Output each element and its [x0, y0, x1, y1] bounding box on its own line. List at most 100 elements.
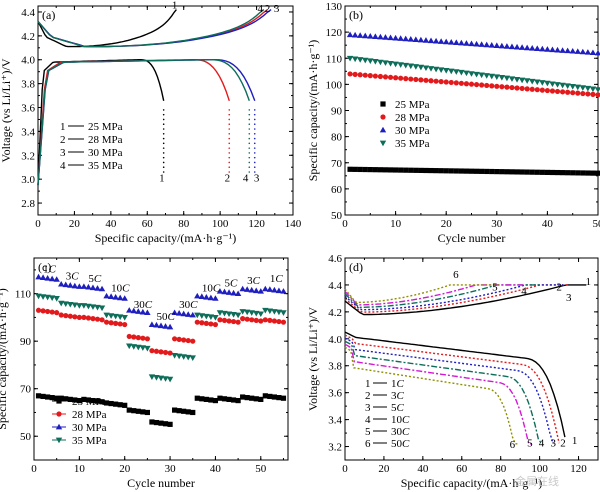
data-point	[113, 320, 119, 326]
data-point	[103, 400, 110, 406]
data-point	[379, 140, 387, 147]
data-point	[35, 307, 42, 313]
curve-annotation: 4	[521, 285, 527, 297]
data-point	[514, 85, 520, 91]
data-point	[98, 285, 106, 292]
data-point	[253, 310, 260, 317]
y-tick-label: 4.2	[328, 307, 342, 319]
data-point	[489, 83, 495, 89]
data-point	[448, 79, 454, 86]
legend-number: 1	[60, 121, 66, 133]
tail-dot	[253, 123, 256, 126]
data-point	[48, 275, 56, 282]
data-point	[569, 84, 576, 90]
y-tick-label: 4.4	[328, 280, 342, 292]
data-point	[367, 33, 374, 39]
plot-frame	[344, 5, 599, 216]
rate-label: 1C	[270, 273, 284, 285]
x-tick-label: 100	[212, 218, 229, 230]
data-point	[103, 312, 110, 319]
data-point	[80, 303, 88, 309]
y-tick-label: 3.4	[328, 415, 342, 427]
data-point	[372, 73, 378, 79]
data-point	[412, 64, 420, 70]
data-point	[122, 402, 128, 408]
data-point	[539, 80, 546, 86]
tail-dot	[253, 156, 256, 159]
data-point	[194, 319, 200, 325]
data-point	[253, 287, 260, 294]
data-point	[347, 71, 353, 77]
data-point	[90, 397, 96, 404]
x-tick-label: 20	[378, 463, 390, 475]
discharge-curve	[37, 59, 230, 186]
rate-label: 10C	[202, 282, 221, 294]
data-point	[208, 397, 214, 403]
data-point	[45, 308, 51, 315]
data-point	[121, 295, 128, 301]
data-point	[544, 46, 551, 52]
data-point	[523, 44, 531, 51]
data-point	[514, 169, 520, 175]
data-point	[509, 84, 515, 91]
data-point	[549, 46, 556, 53]
x-tick-label: 10	[74, 463, 86, 475]
data-point	[85, 303, 92, 310]
x-axis-label: Cycle number	[127, 476, 195, 490]
data-point	[493, 74, 500, 81]
data-point	[63, 396, 69, 402]
tail-dot	[253, 128, 256, 130]
tail-dot	[228, 109, 231, 111]
data-point	[35, 393, 42, 399]
data-point	[498, 75, 506, 81]
data-point	[158, 349, 164, 355]
tail-dot	[253, 132, 256, 135]
data-point	[549, 88, 556, 94]
data-point	[503, 75, 511, 82]
data-point	[76, 283, 83, 289]
data-point	[176, 336, 182, 342]
legend-label: 28 MPa	[395, 112, 430, 124]
data-point	[554, 88, 561, 95]
data-point	[271, 309, 278, 315]
data-point	[509, 169, 515, 175]
y-tick-label: 60	[331, 184, 343, 196]
tail-dot	[228, 171, 231, 173]
data-point	[529, 169, 535, 175]
data-point	[98, 305, 106, 312]
data-point	[267, 317, 273, 323]
data-point	[89, 284, 97, 291]
data-point	[71, 302, 79, 309]
data-point	[427, 66, 435, 72]
data-point	[418, 167, 424, 174]
x-tick-label: 30	[165, 463, 177, 475]
data-point	[356, 57, 364, 63]
data-point	[157, 322, 165, 329]
data-point	[35, 293, 42, 300]
x-axis-label: Specific capacity/(mA·h·g⁻¹)	[95, 231, 237, 245]
data-point	[175, 310, 183, 316]
tail-dot	[162, 166, 165, 169]
tail-dot	[248, 142, 251, 145]
data-point	[271, 394, 277, 400]
data-point	[413, 167, 419, 173]
data-point	[539, 169, 545, 175]
y-tick-label: 3.2	[328, 442, 342, 454]
data-point	[76, 314, 82, 321]
data-point	[407, 63, 414, 70]
data-point	[413, 76, 419, 83]
x-tick-label: 80	[178, 218, 190, 230]
data-point	[139, 308, 147, 315]
data-point	[190, 409, 196, 416]
data-point	[112, 294, 119, 300]
data-point	[144, 309, 151, 316]
rate-label: 3C	[247, 275, 261, 287]
data-point	[584, 49, 592, 55]
data-point	[393, 75, 399, 81]
data-point	[230, 312, 237, 318]
data-point	[554, 82, 561, 88]
data-point	[529, 86, 535, 92]
data-point	[534, 45, 541, 51]
tail-dot	[248, 161, 251, 164]
data-point	[108, 320, 114, 326]
